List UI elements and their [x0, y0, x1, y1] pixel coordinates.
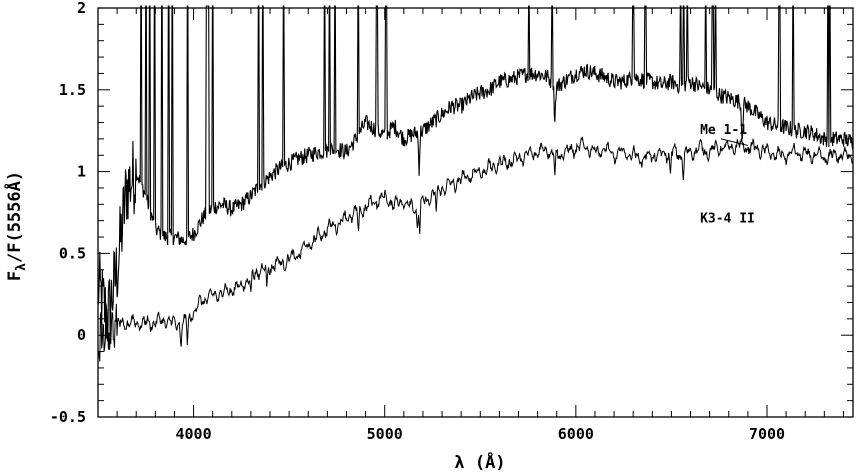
annotations: Me 1-1 K3-4 II — [700, 123, 755, 226]
plot-border — [97, 7, 854, 418]
annotation-leader — [720, 138, 748, 146]
x-axis-label: λ (Å) — [454, 450, 505, 473]
series-line-me-1-1 — [97, 5, 854, 342]
series-lines — [97, 5, 854, 362]
y-axis-label: Fλ/F(5556Å) — [2, 171, 29, 281]
series-line-k3-4-ii — [97, 136, 854, 362]
tick-labels: 4000 5000 6000 7000 -0.5 0 0.5 1 1.5 2 — [50, 0, 785, 443]
x-tick-label: 7000 — [749, 425, 785, 443]
y-tick-label: 1.5 — [59, 81, 86, 99]
plot-frame — [97, 7, 854, 418]
x-tick-label: 5000 — [367, 425, 403, 443]
y-tick-label: -0.5 — [50, 408, 86, 426]
y-tick-label: 0 — [77, 326, 86, 344]
y-tick-label: 2 — [77, 0, 86, 17]
x-tick-label: 4000 — [176, 425, 212, 443]
y-tick-label: 0.5 — [59, 244, 86, 262]
x-tick-label: 6000 — [558, 425, 594, 443]
annotation-label: Me 1-1 — [700, 123, 747, 138]
annotation-label: K3-4 II — [700, 211, 755, 226]
axis-ticks — [97, 7, 853, 418]
y-tick-label: 1 — [77, 163, 86, 181]
